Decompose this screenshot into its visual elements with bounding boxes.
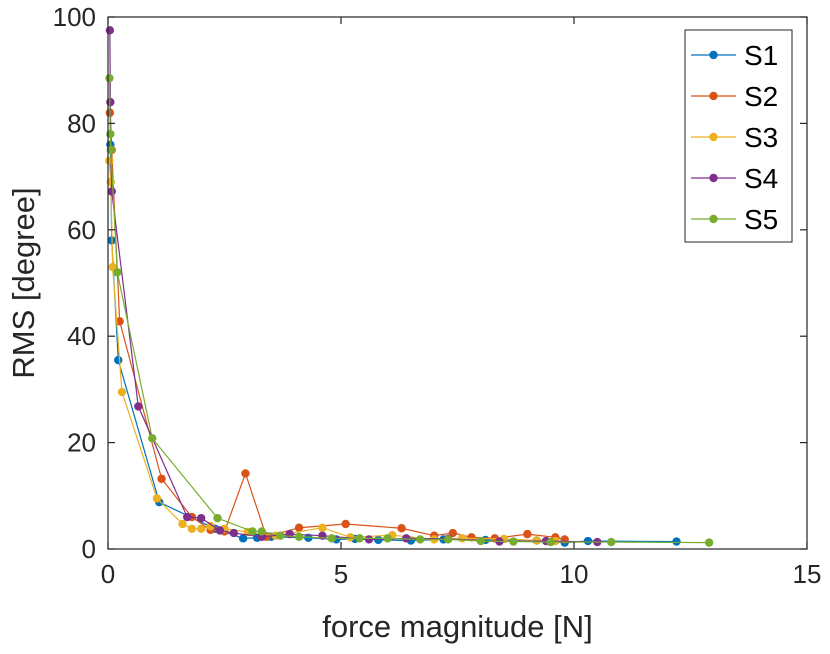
data-point-S4-4	[183, 512, 192, 522]
data-point-S1-11	[374, 535, 383, 545]
data-point-S5-12	[383, 534, 392, 543]
data-point-S2-3	[157, 474, 166, 483]
data-point-S2-7	[241, 469, 250, 478]
data-point-S5-18	[607, 537, 616, 547]
data-point-S3-8	[206, 521, 215, 531]
y-tick-label: 80	[67, 108, 96, 138]
y-tick-label: 60	[67, 215, 96, 245]
data-point-S5-0	[105, 73, 114, 83]
data-point-S3-12	[318, 523, 327, 532]
data-point-S5-17	[546, 537, 555, 547]
legend-marker-S1	[709, 50, 718, 60]
data-point-S2-10	[341, 519, 350, 529]
data-point-S1-5	[238, 534, 248, 543]
data-point-S4-9	[285, 529, 294, 539]
data-point-S5-19	[704, 538, 714, 547]
data-point-S5-3	[113, 268, 122, 277]
data-point-S3-5	[178, 519, 187, 529]
legend[interactable]: S1 S2 S3 S4 S5	[684, 29, 793, 243]
data-point-S3-4	[152, 494, 162, 503]
data-point-S3-6	[187, 524, 197, 533]
data-point-S5-6	[248, 527, 257, 536]
series-S5	[105, 73, 714, 547]
data-point-S1-8	[304, 533, 313, 543]
data-point-S2-13	[448, 528, 458, 538]
data-point-S1-18	[672, 537, 681, 546]
data-point-S4-11	[364, 535, 374, 544]
data-point-S5-2	[106, 145, 116, 155]
legend-label-S2: S2	[744, 81, 778, 112]
data-point-S5-16	[509, 537, 518, 546]
data-point-S4-6	[215, 526, 225, 535]
x-tick-label: 5	[334, 559, 348, 589]
data-point-S3-0	[105, 156, 114, 165]
data-point-S5-15	[476, 536, 485, 546]
axes-frame	[107, 16, 808, 550]
y-tick-label: 0	[82, 534, 96, 564]
data-point-S4-5	[197, 513, 206, 523]
data-point-S4-3	[134, 402, 143, 411]
data-point-S5-8	[276, 531, 285, 540]
data-point-S2-2	[115, 317, 124, 326]
legend-marker-S2	[709, 91, 718, 101]
y-axis-label: RMS [degree]	[6, 187, 41, 378]
x-tick-label: 15	[793, 559, 822, 589]
data-point-S1-17	[583, 536, 593, 546]
data-point-S4-2	[107, 187, 116, 196]
data-point-S5-9	[294, 532, 304, 541]
axes: 0 5 10 15 0 20 40 60 80 100 force magnitude [N] RMS…	[6, 2, 821, 644]
y-tick-label: 40	[67, 321, 96, 351]
x-tick-label: 10	[560, 559, 589, 589]
data-point-S3-7	[197, 524, 206, 533]
data-point-S5-5	[213, 513, 222, 523]
series-group	[105, 26, 714, 547]
y-tick-label: 100	[53, 2, 96, 32]
data-point-S5-4	[148, 434, 157, 443]
data-point-S3-3	[117, 387, 127, 397]
data-point-S5-7	[257, 527, 266, 536]
series-line-S5	[108, 78, 710, 544]
data-point-S5-13	[416, 535, 425, 544]
data-point-S4-7	[229, 528, 239, 538]
x-axis-label: force magnitude [N]	[322, 609, 593, 644]
legend-marker-S3	[709, 132, 718, 142]
y-tick-label: 20	[67, 428, 96, 458]
data-point-S1-2	[114, 355, 123, 365]
data-point-S2-9	[294, 523, 304, 532]
legend-marker-S5	[709, 214, 718, 224]
legend-label-S3: S3	[744, 122, 778, 153]
data-point-S3-18	[532, 536, 541, 545]
data-point-S3-13	[346, 533, 355, 542]
data-point-S5-1	[106, 129, 115, 139]
legend-marker-S4	[709, 173, 718, 183]
data-point-S2-11	[397, 524, 406, 533]
data-point-S5-10	[327, 534, 336, 543]
legend-label-S5: S5	[744, 204, 778, 235]
data-point-S4-0	[105, 26, 115, 35]
data-point-S5-11	[355, 534, 364, 543]
data-point-S5-14	[443, 535, 453, 544]
data-point-S2-16	[523, 529, 532, 539]
x-tick-label: 0	[101, 559, 115, 589]
data-point-S4-12	[402, 534, 411, 543]
data-point-S3-16	[457, 534, 467, 543]
legend-box	[684, 29, 793, 243]
legend-label-S4: S4	[744, 163, 778, 194]
legend-label-S1: S1	[744, 40, 778, 71]
